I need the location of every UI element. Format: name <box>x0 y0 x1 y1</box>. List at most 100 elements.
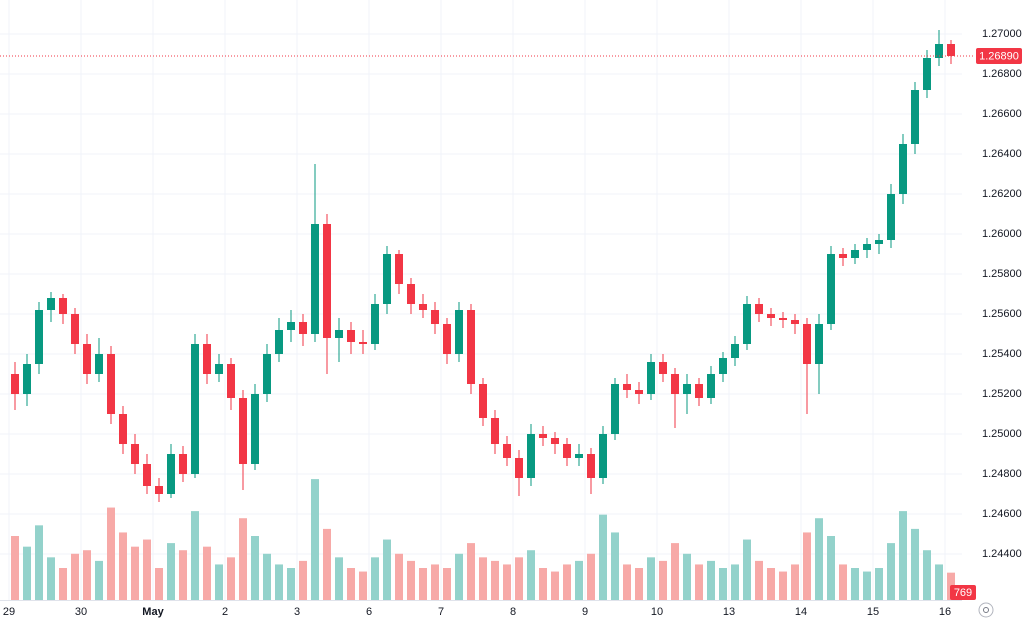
volume-bar <box>539 568 547 600</box>
volume-bar <box>431 564 439 600</box>
candle-body <box>767 314 775 318</box>
volume-bar <box>443 568 451 600</box>
volume-bar <box>863 571 871 600</box>
volume-bar <box>131 546 139 600</box>
candle-body <box>827 254 835 324</box>
volume-bar <box>23 546 31 600</box>
volume-bar <box>203 546 211 600</box>
candle-body <box>611 384 619 434</box>
volume-bar <box>407 560 415 600</box>
volume-bar <box>647 557 655 600</box>
last-volume-label: 769 <box>954 587 972 599</box>
candle-body <box>623 384 631 390</box>
volume-bar <box>923 550 931 600</box>
y-tick-label: 1.26000 <box>982 228 1022 240</box>
last-volume-box <box>950 585 976 600</box>
volume-bar <box>191 511 199 600</box>
volume-bar <box>395 553 403 600</box>
volume-bar <box>287 568 295 600</box>
candle-body <box>167 454 175 494</box>
candle-body <box>479 384 487 418</box>
candle-body <box>491 418 499 444</box>
volume-bar <box>119 532 127 600</box>
volume-bar <box>515 557 523 600</box>
candle-body <box>11 374 19 394</box>
candle-body <box>899 144 907 194</box>
candle-body <box>563 444 571 458</box>
candle-body <box>455 310 463 354</box>
candle-body <box>419 304 427 310</box>
candle-body <box>371 304 379 344</box>
x-tick-label: 29 <box>3 606 15 618</box>
candle-body <box>575 454 583 458</box>
candle-body <box>251 394 259 464</box>
candle-body <box>743 304 751 344</box>
y-tick-label: 1.25800 <box>982 268 1022 280</box>
candle-body <box>887 194 895 240</box>
volume-bar <box>335 557 343 600</box>
volume-bar <box>599 514 607 600</box>
volume-bar <box>347 568 355 600</box>
volume-pane <box>11 479 955 600</box>
last-price-box <box>976 48 1022 64</box>
candle-body <box>923 58 931 90</box>
candle-body <box>755 304 763 314</box>
volume-bar <box>755 560 763 600</box>
volume-bar <box>875 568 883 600</box>
y-tick-label: 1.24800 <box>982 468 1022 480</box>
candle-body <box>107 354 115 414</box>
candle-body <box>863 244 871 250</box>
volume-bar <box>911 528 919 600</box>
settings-icon <box>983 607 989 613</box>
volume-bar <box>671 543 679 600</box>
volume-bar <box>383 539 391 600</box>
y-tick-label: 1.25400 <box>982 348 1022 360</box>
volume-bar <box>851 568 859 600</box>
candle-body <box>707 374 715 398</box>
y-tick-label: 1.24400 <box>982 548 1022 560</box>
volume-bar <box>83 550 91 600</box>
candle-body <box>719 358 727 374</box>
x-tick-label: 15 <box>867 606 879 618</box>
candle-body <box>227 364 235 398</box>
candle-body <box>779 318 787 320</box>
candle-body <box>839 254 847 258</box>
candles <box>11 30 955 502</box>
volume-bar <box>71 553 79 600</box>
candle-body <box>95 354 103 374</box>
candle-body <box>443 324 451 354</box>
candle-body <box>659 362 667 374</box>
volume-bar <box>635 568 643 600</box>
y-tick-label: 1.25600 <box>982 308 1022 320</box>
candle-body <box>47 298 55 310</box>
x-tick-label: 7 <box>438 606 444 618</box>
y-tick-label: 1.25200 <box>982 388 1022 400</box>
volume-bar <box>827 536 835 600</box>
x-tick-label: May <box>142 606 164 618</box>
candle-body <box>875 240 883 244</box>
candle-body <box>347 330 355 342</box>
candle-body <box>239 398 247 464</box>
candle-body <box>215 364 223 374</box>
candle-body <box>131 444 139 464</box>
volume-bar <box>563 564 571 600</box>
candle-body <box>23 364 31 394</box>
x-tick-label: 2 <box>222 606 228 618</box>
candle-body <box>143 464 151 486</box>
volume-bar <box>683 553 691 600</box>
volume-bar <box>791 564 799 600</box>
volume-bar <box>887 543 895 600</box>
y-tick-label: 1.26800 <box>982 68 1022 80</box>
x-tick-label: 14 <box>795 606 807 618</box>
y-tick-label: 1.26200 <box>982 188 1022 200</box>
volume-bar <box>731 564 739 600</box>
volume-bar <box>323 528 331 600</box>
settings-button[interactable] <box>978 602 994 618</box>
candle-body <box>551 438 559 444</box>
volume-bar <box>659 560 667 600</box>
volume-bar <box>275 564 283 600</box>
candle-body <box>299 322 307 334</box>
volume-bar <box>467 543 475 600</box>
